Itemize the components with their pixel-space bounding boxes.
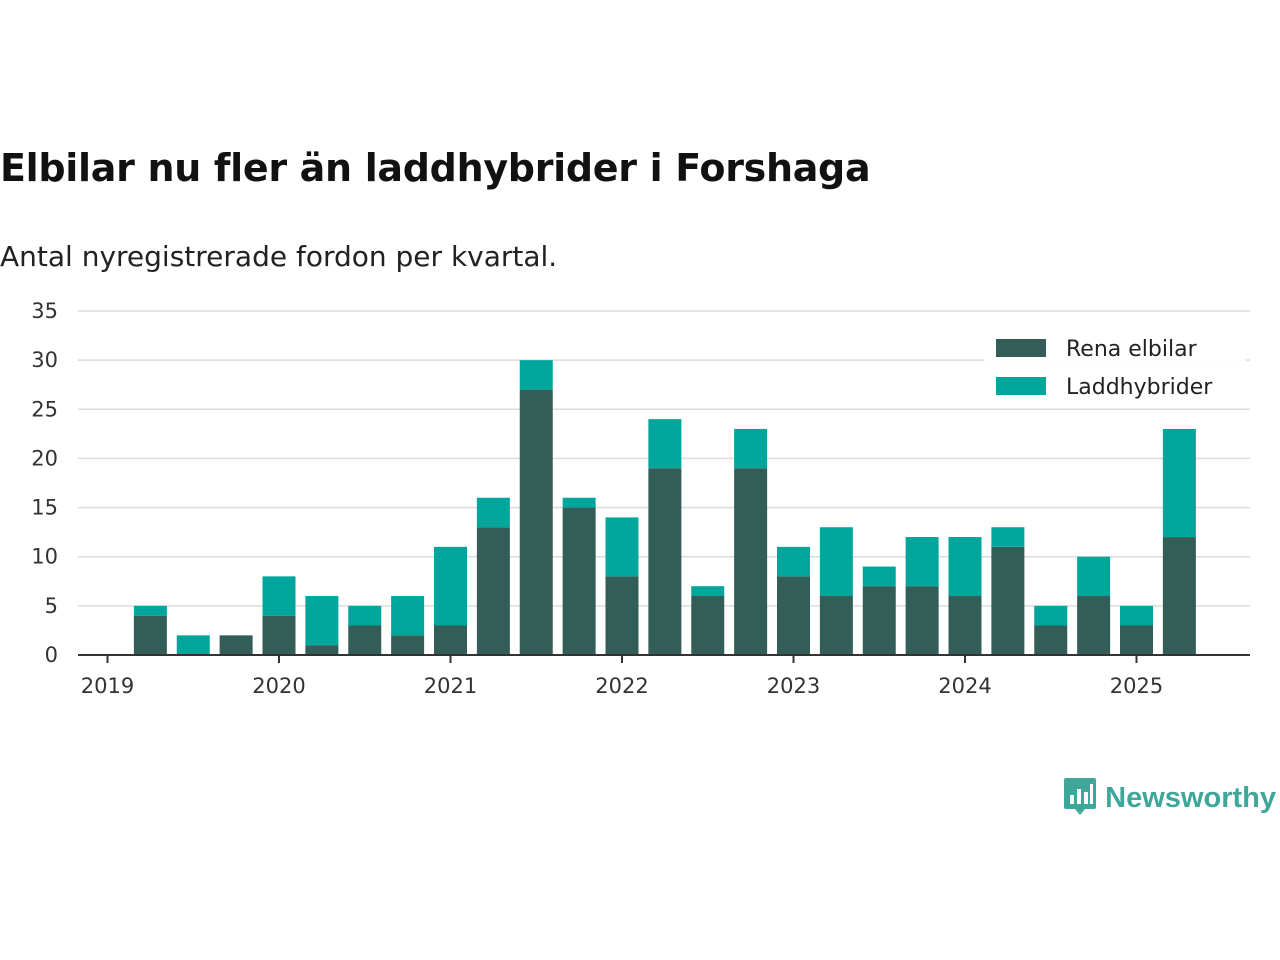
y-tick-label: 0 (45, 643, 58, 667)
bar-laddhybrider (176, 635, 210, 655)
bar-laddhybrider (734, 428, 768, 469)
bar-laddhybrider (1034, 605, 1068, 626)
bar-laddhybrider (648, 419, 682, 469)
x-tick-label: 2025 (1110, 674, 1163, 698)
bar-rena-elbilar (262, 615, 296, 655)
bar-laddhybrider (819, 527, 853, 597)
bar-rena-elbilar (348, 625, 382, 655)
x-tick-label: 2019 (81, 674, 134, 698)
y-tick-label: 35 (31, 299, 58, 323)
bar-laddhybrider (1120, 605, 1153, 626)
bar-rena-elbilar (562, 507, 596, 655)
bar-rena-elbilar (734, 468, 768, 655)
bar-rena-elbilar (1034, 625, 1068, 655)
bar-laddhybrider (519, 360, 553, 390)
y-tick-label: 25 (31, 397, 58, 421)
chart-title: Elbilar nu fler än laddhybrider i Forsha… (0, 146, 871, 190)
x-tick-label: 2024 (938, 674, 991, 698)
x-tick-label: 2023 (767, 674, 820, 698)
bar-rena-elbilar (691, 596, 725, 655)
bar-rena-elbilar (519, 389, 553, 655)
legend-swatch (996, 339, 1046, 357)
y-tick-label: 10 (31, 545, 58, 569)
bar-rena-elbilar (476, 527, 510, 655)
bar-rena-elbilar (819, 596, 853, 655)
x-tick-label: 2021 (424, 674, 477, 698)
bar-rena-elbilar (905, 586, 939, 655)
y-tick-label: 30 (31, 348, 58, 372)
bar-laddhybrider (262, 576, 296, 616)
bar-rena-elbilar (648, 468, 682, 655)
bar-rena-elbilar (434, 625, 467, 655)
bar-rena-elbilar (133, 615, 167, 655)
bars (133, 360, 1196, 655)
bar-chart-speech-bubble-icon (1063, 776, 1097, 820)
bar-laddhybrider (391, 596, 425, 636)
newsworthy-brand: Newsworthy (1063, 776, 1276, 820)
bar-laddhybrider (476, 497, 510, 528)
x-tick-label: 2020 (252, 674, 305, 698)
bar-laddhybrider (348, 605, 382, 626)
bar-laddhybrider (991, 527, 1025, 547)
bar-laddhybrider (305, 596, 339, 646)
bar-laddhybrider (562, 497, 596, 508)
bar-rena-elbilar (219, 635, 253, 655)
bar-laddhybrider (691, 586, 725, 597)
chart-subtitle: Antal nyregistrerade fordon per kvartal. (0, 240, 558, 273)
brand-name: Newsworthy (1105, 781, 1276, 814)
legend-label: Rena elbilar (1066, 337, 1198, 362)
bar-rena-elbilar (1077, 596, 1111, 655)
y-tick-label: 5 (45, 594, 58, 618)
bar-rena-elbilar (777, 576, 810, 655)
bar-rena-elbilar (305, 645, 339, 655)
x-tick-label: 2022 (595, 674, 648, 698)
bar-rena-elbilar (1120, 625, 1153, 655)
bar-rena-elbilar (948, 596, 982, 655)
bar-laddhybrider (1077, 556, 1111, 597)
y-tick-label: 15 (31, 496, 58, 520)
bar-laddhybrider (862, 566, 896, 587)
bar-laddhybrider (1162, 428, 1196, 538)
legend: Rena elbilar Laddhybrider (984, 328, 1246, 408)
bar-rena-elbilar (1162, 537, 1196, 655)
bar-laddhybrider (434, 546, 467, 626)
legend-swatch (996, 377, 1046, 395)
bar-laddhybrider (133, 605, 167, 616)
bar-laddhybrider (948, 537, 982, 597)
y-tick-label: 20 (31, 446, 58, 470)
bar-rena-elbilar (391, 635, 425, 655)
bar-rena-elbilar (862, 586, 896, 655)
bar-laddhybrider (605, 517, 639, 577)
bar-laddhybrider (777, 546, 810, 577)
bar-rena-elbilar (605, 576, 639, 655)
bar-rena-elbilar (991, 546, 1025, 655)
bar-laddhybrider (905, 537, 939, 587)
legend-label: Laddhybrider (1066, 375, 1213, 400)
